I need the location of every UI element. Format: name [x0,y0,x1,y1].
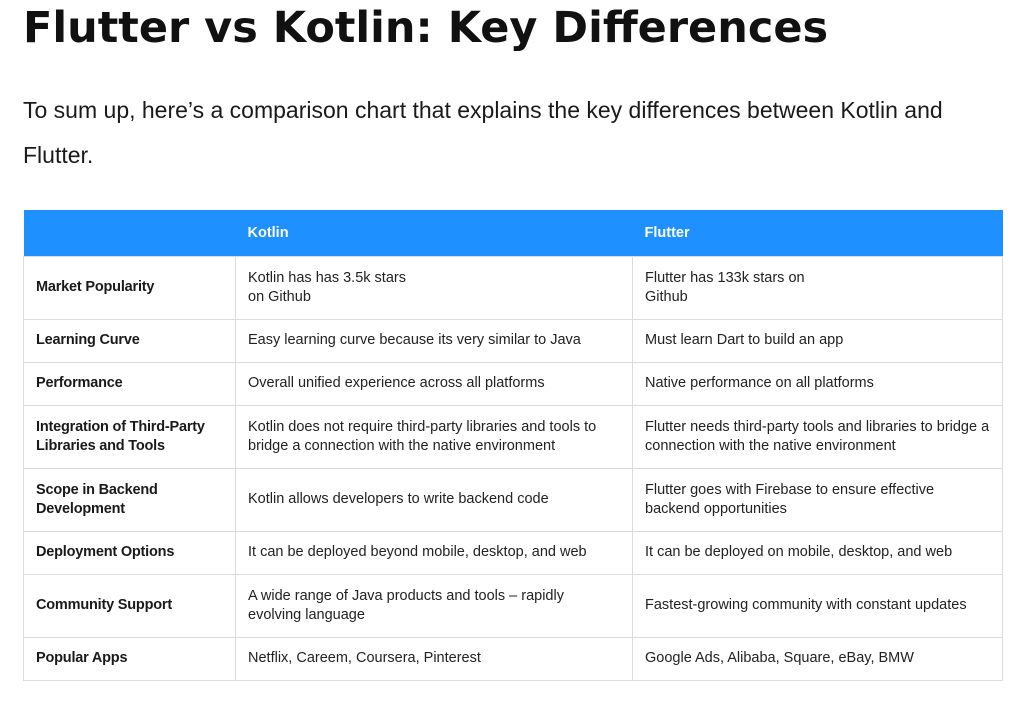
kotlin-cell: Kotlin does not require third-party libr… [235,405,633,469]
header-kotlin: Kotlin [235,210,633,257]
table-row: Integration of Third-Party Libraries and… [23,405,1003,469]
header-feature [23,210,236,257]
kotlin-cell: It can be deployed beyond mobile, deskto… [235,531,633,575]
flutter-cell: Native performance on all platforms [632,362,1003,406]
table-row: Learning Curve Easy learning curve becau… [23,319,1003,363]
table-row: Scope in Backend Development Kotlin allo… [23,468,1003,532]
feature-cell: Market Popularity [23,256,236,320]
table-header-row: Kotlin Flutter [23,210,1003,257]
flutter-value-line: Flutter has 133k stars on Github [645,269,805,306]
table-row: Performance Overall unified experience a… [23,362,1003,406]
feature-cell: Integration of Third-Party Libraries and… [23,405,236,469]
kotlin-cell: Overall unified experience across all pl… [235,362,633,406]
flutter-cell: Flutter goes with Firebase to ensure eff… [632,468,1003,532]
table-row: Popular Apps Netflix, Careem, Coursera, … [23,637,1003,681]
intro-paragraph: To sum up, here’s a comparison chart tha… [23,97,943,168]
kotlin-cell: Easy learning curve because its very sim… [235,319,633,363]
header-flutter: Flutter [632,210,1003,257]
feature-cell: Learning Curve [23,319,236,363]
comparison-table: Kotlin Flutter Market Popularity Kotlin … [23,210,1003,681]
kotlin-value-line: Kotlin has has 3.5k stars on Github [248,269,406,306]
flutter-cell: Must learn Dart to build an app [632,319,1003,363]
kotlin-cell: Kotlin allows developers to write backen… [235,468,633,532]
flutter-cell: Flutter needs third-party tools and libr… [632,405,1003,469]
flutter-cell: Google Ads, Alibaba, Square, eBay, BMW [632,637,1003,681]
table-row: Deployment Options It can be deployed be… [23,531,1003,575]
table-row: Community Support A wide range of Java p… [23,574,1003,638]
feature-cell: Scope in Backend Development [23,468,236,532]
kotlin-cell: Netflix, Careem, Coursera, Pinterest [235,637,633,681]
feature-cell: Performance [23,362,236,406]
flutter-cell: Fastest-growing community with constant … [632,574,1003,638]
kotlin-cell: A wide range of Java products and tools … [235,574,633,638]
feature-cell: Deployment Options [23,531,236,575]
feature-cell: Popular Apps [23,637,236,681]
flutter-cell: Flutter has 133k stars on Github [632,256,1003,320]
flutter-cell: It can be deployed on mobile, desktop, a… [632,531,1003,575]
table-row: Market Popularity Kotlin has has 3.5k st… [23,256,1003,320]
feature-cell: Community Support [23,574,236,638]
kotlin-cell: Kotlin has has 3.5k stars on Github [235,256,633,320]
page-title: Flutter vs Kotlin: Key Differences [23,3,829,53]
